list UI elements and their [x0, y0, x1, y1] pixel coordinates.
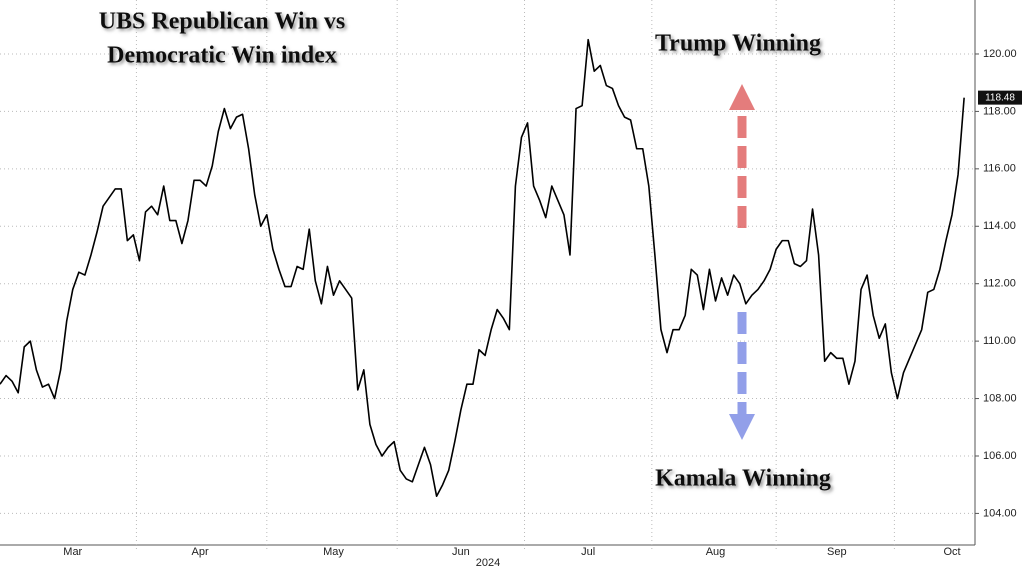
plot [0, 38, 965, 497]
y-tick-label: 112.00 [983, 278, 1016, 290]
y-tick-label: 120.00 [983, 48, 1017, 60]
y-tick-label: 104.00 [983, 507, 1017, 519]
x-tick-label: Aug [706, 546, 726, 558]
y-tick-label: 116.00 [983, 163, 1016, 175]
x-tick-label: Mar [63, 546, 82, 558]
x-tick-label: Apr [192, 546, 209, 558]
x-tick-label: Jul [581, 546, 595, 558]
chart-title: Democratic Win index [107, 43, 337, 69]
y-tick-label: 110.00 [983, 335, 1016, 347]
grid [0, 0, 975, 551]
last-value-box [978, 90, 1022, 105]
annotation: Kamala Winning [655, 466, 831, 492]
down-arrow [729, 312, 755, 440]
y-tick-label: 106.00 [983, 450, 1017, 462]
x-axis-label: 2024 [476, 557, 500, 569]
chart-title: UBS Republican Win vs [99, 9, 346, 35]
x-tick-label: Oct [943, 546, 960, 558]
x-tick-label: May [323, 546, 344, 558]
y-tick-label: 108.00 [983, 392, 1017, 404]
last-value-label: 118.48 [985, 92, 1015, 103]
x-tick-label: Sep [827, 546, 847, 558]
y-tick-label: 114.00 [983, 220, 1016, 232]
annotation: Trump Winning [655, 31, 821, 57]
line [0, 38, 965, 497]
y-tick-label: 118.00 [983, 105, 1016, 117]
up-arrow [729, 84, 755, 228]
x-tick-label: Jun [452, 546, 470, 558]
